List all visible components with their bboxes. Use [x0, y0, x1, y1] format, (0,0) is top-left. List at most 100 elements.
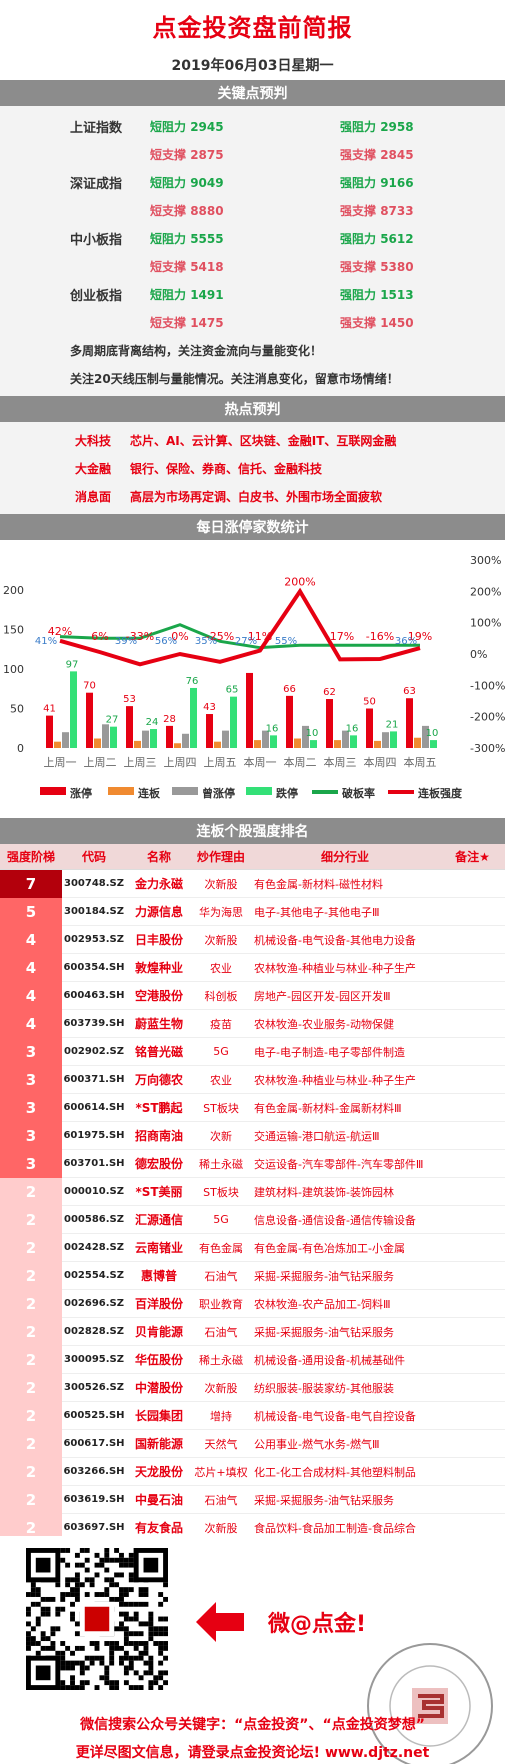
stock-code: 000586.SZ: [64, 1214, 124, 1225]
stock-code: 300095.SZ: [64, 1354, 124, 1365]
line-label-strength: -16%: [366, 630, 394, 643]
bar-涨停: [126, 706, 133, 748]
stock-code: 600614.SH: [63, 1102, 125, 1113]
y-left-tick: 0: [17, 742, 24, 755]
strength-level: 2: [0, 1457, 62, 1486]
stock-name: 百洋股份: [134, 1297, 183, 1311]
strength-level: 2: [0, 1205, 62, 1234]
column-header: 强度阶梯: [6, 850, 55, 864]
short-support-value: 5418: [190, 259, 224, 274]
hype-reason: 次新股: [204, 1521, 238, 1535]
hype-reason: 次新股: [204, 933, 238, 947]
bar-连板: [374, 740, 381, 748]
short-resistance-label: 短阻力: [150, 231, 187, 246]
bar-曾涨停: [382, 732, 389, 748]
industry: 交通运输-港口航运-航运Ⅲ: [254, 1129, 380, 1143]
industry: 有色金属-新材料-金属新材料Ⅲ: [254, 1101, 402, 1115]
bar-跌停: [190, 687, 197, 748]
bar-曾涨停: [302, 725, 309, 748]
legend-swatch: [108, 787, 134, 795]
hype-reason: 天然气: [204, 1437, 238, 1451]
key-point-support-row: 短支撑 1475 强支撑 1450: [0, 308, 505, 336]
industry: 农林牧渔-种植业与林业-种子生产: [254, 961, 416, 975]
bar-涨停: [326, 699, 333, 748]
hype-reason: 芯片+填权: [194, 1465, 248, 1479]
industry: 化工-化工合成材料-其他塑料制品: [254, 1465, 416, 1479]
hype-reason: 农业: [210, 1073, 232, 1087]
stock-code: 600354.SH: [63, 962, 125, 973]
line-label-strength: -33%: [126, 630, 154, 643]
section-header-stats: 每日涨停家数统计: [0, 514, 505, 540]
ranking-table-body: 7 300748.SZ 金力永磁 次新股 有色金属-新材料-磁性材料 5 300184.SZ…: [0, 869, 505, 1570]
hype-reason: 次新: [210, 1129, 232, 1143]
stock-name: 金力永磁: [134, 877, 183, 891]
bar-跌停: [310, 740, 317, 748]
short-support: 短支撑 1475: [150, 314, 224, 331]
strength-level: 7: [0, 869, 62, 898]
short-support: 短支撑 5418: [150, 258, 224, 275]
line-破板率: [59, 623, 420, 650]
strength-level: 3: [0, 1149, 62, 1178]
section-header-hot: 热点预判: [0, 396, 505, 422]
stock-code: 600371.SH: [63, 1074, 125, 1085]
table-row: 2 000010.SZ *ST美丽 ST板块 建筑材料-建筑装饰-装饰园林: [0, 1177, 505, 1206]
bar-曾涨停: [342, 730, 349, 748]
strong-resistance-value: 9166: [380, 175, 414, 190]
strength-level: 2: [0, 1177, 62, 1206]
y-right-tick: -300%: [470, 742, 505, 755]
hype-reason: 疫苗: [210, 1017, 232, 1031]
table-row: 2 603619.SH 中曼石油 石油气 采掘-采掘服务-油气钻采服务: [0, 1485, 505, 1514]
stock-code: 600463.SH: [63, 990, 125, 1001]
stock-name: 汇源通信: [134, 1213, 183, 1227]
strength-level: 3: [0, 1065, 62, 1094]
market-note: 多周期底背离结构，关注资金流向与量能变化！: [70, 343, 323, 358]
short-resistance-value: 5555: [190, 231, 224, 246]
hype-reason: 科创板: [204, 989, 238, 1003]
hype-reason: ST板块: [203, 1101, 239, 1115]
column-header: 代码: [81, 850, 106, 864]
x-tick-label: 上周三: [124, 756, 157, 769]
watermark-stamp-icon: [367, 1643, 493, 1764]
stock-name: 华伍股份: [134, 1353, 183, 1367]
industry: 公用事业-燃气水务-燃气Ⅲ: [254, 1437, 380, 1451]
stock-code: 002428.SZ: [64, 1242, 124, 1253]
short-resistance: 短阻力 1491: [150, 286, 224, 303]
hype-reason: 有色金属: [199, 1241, 243, 1255]
industry: 房地产-园区开发-园区开发Ⅲ: [254, 989, 391, 1003]
bar-曾涨停: [62, 732, 69, 748]
stock-code: 603266.SH: [63, 1466, 125, 1477]
table-row: 2 000586.SZ 汇源通信 5G 信息设备-通信设备-通信传输设备: [0, 1205, 505, 1234]
table-row: 3 600371.SH 万向德农 农业 农林牧渔-种植业与林业-种子生产: [0, 1065, 505, 1094]
y-left-tick: 200: [3, 584, 24, 597]
short-support: 短支撑 8880: [150, 202, 224, 219]
bar-涨停: [46, 715, 53, 748]
key-point-support-row: 短支撑 8880 强支撑 8733: [0, 196, 505, 224]
column-header: 备注★: [455, 850, 490, 864]
stock-code: 600525.SH: [63, 1410, 125, 1421]
stock-name: 中潜股份: [134, 1381, 183, 1395]
bar-涨停: [286, 695, 293, 748]
table-row: 5 300184.SZ 力源信息 华为海思 电子-其他电子-其他电子Ⅲ: [0, 897, 505, 926]
line-label-break-rate: 27%: [235, 636, 257, 647]
strong-resistance: 强阻力 9166: [340, 174, 414, 191]
bar-label-limit-up: 53: [123, 694, 136, 705]
bar-连板: [134, 740, 141, 748]
strength-level: 2: [0, 1373, 62, 1402]
footer-forum-line[interactable]: 更详尽图文信息，请登录点金投资论坛! www.djtz.net: [75, 1745, 430, 1761]
industry: 交运设备-汽车零部件-汽车零部件Ⅲ: [254, 1157, 424, 1171]
table-row: 2 002828.SZ 贝肯能源 石油气 采掘-采掘服务-油气钻采服务: [0, 1317, 505, 1346]
stock-code: 002902.SZ: [64, 1046, 124, 1057]
hype-reason: 5G: [213, 1213, 229, 1226]
bar-label-limit-down: 21: [386, 719, 399, 730]
bar-连板: [94, 738, 101, 748]
stock-code: 000010.SZ: [64, 1186, 124, 1197]
hype-reason: 石油气: [204, 1325, 238, 1339]
strong-resistance-label: 强阻力: [340, 119, 377, 134]
short-support-label: 短支撑: [150, 259, 187, 274]
bar-涨停: [246, 672, 253, 748]
strength-level: 2: [0, 1345, 62, 1374]
stock-name: 长园集团: [134, 1409, 183, 1423]
hot-topic-row: 大金融 银行、保险、券商、信托、金融科技: [0, 454, 505, 482]
line-连板强度: [59, 587, 421, 667]
